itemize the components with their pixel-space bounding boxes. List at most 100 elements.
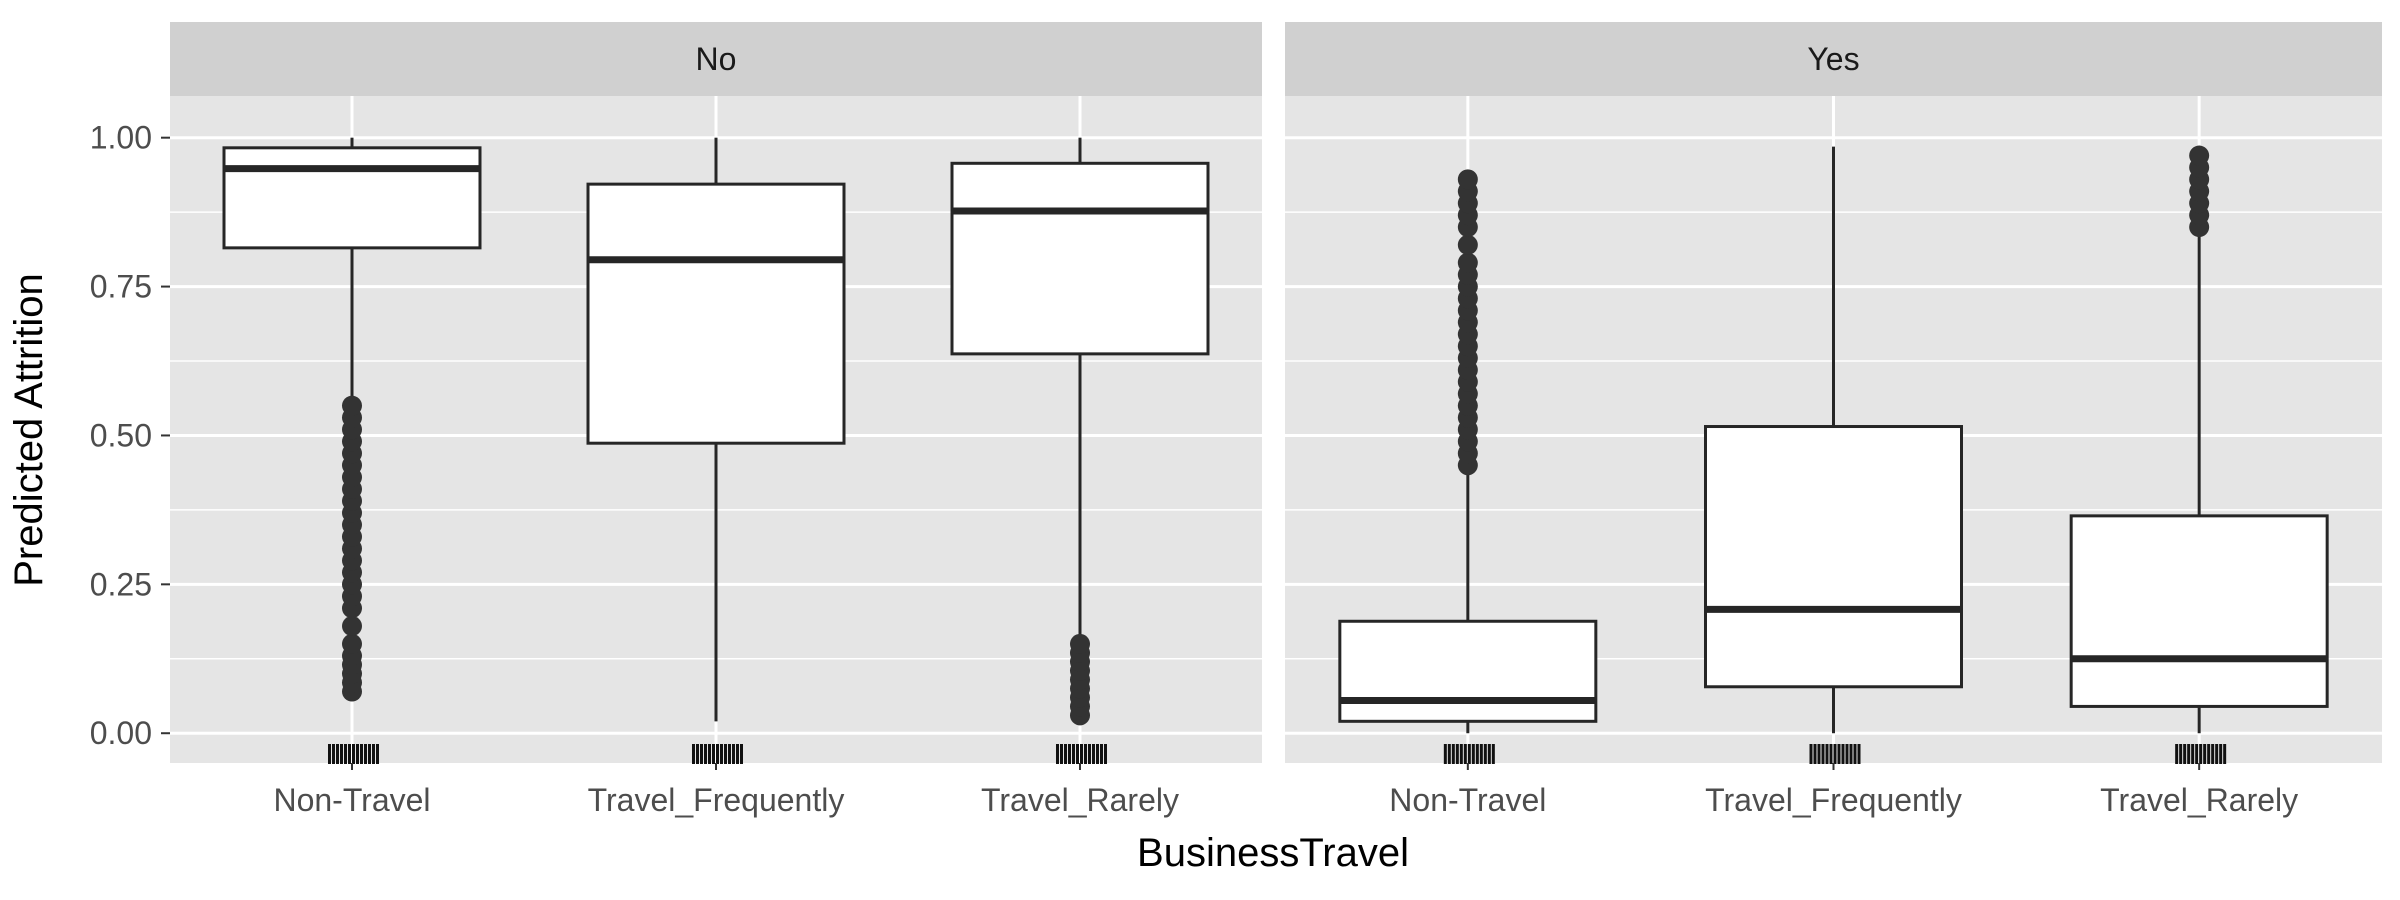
rug-mark: [1491, 744, 1495, 764]
rug-mark: [2203, 744, 2207, 764]
rug-mark: [1076, 744, 1079, 764]
rug-mark: [1809, 744, 1813, 764]
x-tick-label: Travel_Frequently: [1705, 782, 1962, 818]
y-tick-label: 1.00: [90, 120, 152, 156]
rug-marks: [1056, 744, 1107, 764]
rug-mark: [372, 744, 375, 764]
rug-mark: [1829, 744, 1833, 764]
rug-mark: [344, 744, 347, 764]
rug-mark: [376, 744, 379, 764]
rug-mark: [336, 744, 339, 764]
rug-mark: [1467, 744, 1471, 764]
y-tick-label: 0.75: [90, 269, 152, 305]
rug-mark: [1853, 744, 1857, 764]
outlier-point: [1457, 252, 1478, 273]
rug-mark: [1821, 744, 1825, 764]
rug-mark: [1455, 744, 1459, 764]
x-tick-label: Non-Travel: [1389, 782, 1546, 818]
rug-mark: [696, 744, 699, 764]
rug-mark: [1088, 744, 1091, 764]
rug-mark: [1096, 744, 1099, 764]
rug-mark: [1471, 744, 1475, 764]
facet-panel-yes: Yes Non-Travel Travel_Frequently Travel_Rar…: [1285, 22, 2382, 818]
rug-mark: [1459, 744, 1463, 764]
rug-mark: [1825, 744, 1829, 764]
rug-marks: [328, 744, 379, 764]
rug-mark: [2207, 744, 2211, 764]
rug-mark: [1463, 744, 1467, 764]
rug-mark: [700, 744, 703, 764]
box-iqr: [950, 161, 1210, 356]
rug-mark: [732, 744, 735, 764]
rug-mark: [1447, 744, 1451, 764]
outlier-point: [1457, 234, 1478, 255]
rug-mark: [348, 744, 351, 764]
rug-mark: [2191, 744, 2195, 764]
rug-mark: [2183, 744, 2187, 764]
rug-marks: [1443, 744, 1495, 764]
x-tick-label: Travel_Frequently: [588, 782, 845, 818]
rug-mark: [2195, 744, 2199, 764]
box-non-travel: [222, 137, 482, 764]
rug-mark: [1849, 744, 1853, 764]
rug-mark: [328, 744, 331, 764]
rug-mark: [1813, 744, 1817, 764]
box-iqr: [586, 182, 846, 445]
rug-mark: [2215, 744, 2219, 764]
rug-mark: [1104, 744, 1107, 764]
rug-marks: [2175, 744, 2227, 764]
rug-mark: [740, 744, 743, 764]
panels-layer: No Non-Travel Travel_Frequently Travel_Rare…: [170, 22, 2382, 818]
box-iqr: [222, 146, 482, 250]
rug-mark: [364, 744, 367, 764]
rug-marks: [692, 744, 743, 764]
rug-mark: [1064, 744, 1067, 764]
outlier-point: [342, 633, 362, 654]
rug-mark: [1060, 744, 1063, 764]
y-tick-label: 0.50: [90, 417, 152, 453]
rug-mark: [2179, 744, 2183, 764]
outlier-point: [342, 395, 362, 416]
rug-mark: [704, 744, 707, 764]
rug-mark: [2199, 744, 2203, 764]
rug-mark: [1443, 744, 1447, 764]
box-non-travel: [1338, 169, 1598, 764]
rug-mark: [356, 744, 359, 764]
rug-mark: [1084, 744, 1087, 764]
rug-mark: [1475, 744, 1479, 764]
facet-strip-label: Yes: [1807, 41, 1859, 77]
box-travel_rarely: [2069, 145, 2329, 764]
rug-mark: [1483, 744, 1487, 764]
x-tick-label: Non-Travel: [273, 782, 430, 818]
rug-mark: [1833, 744, 1837, 764]
rug-mark: [736, 744, 739, 764]
rug-mark: [2223, 744, 2227, 764]
x-axis-title: BusinessTravel: [1137, 831, 1409, 875]
box-travel_frequently: [1704, 146, 1963, 764]
rug-mark: [724, 744, 727, 764]
rug-mark: [1056, 744, 1059, 764]
outlier-point: [2189, 145, 2210, 166]
rug-mark: [2219, 744, 2223, 764]
rug-mark: [1092, 744, 1095, 764]
rug-mark: [368, 744, 371, 764]
rug-mark: [716, 744, 719, 764]
rug-mark: [1080, 744, 1083, 764]
box-iqr: [2069, 514, 2329, 708]
rug-mark: [1837, 744, 1841, 764]
rug-mark: [1817, 744, 1821, 764]
x-tick-label: Travel_Rarely: [2100, 782, 2298, 818]
rug-mark: [360, 744, 363, 764]
rug-mark: [1845, 744, 1849, 764]
rug-mark: [692, 744, 695, 764]
rug-mark: [2187, 744, 2191, 764]
rug-mark: [2211, 744, 2215, 764]
x-tick-label: Travel_Rarely: [981, 782, 1179, 818]
y-tick-label: 0.25: [90, 566, 152, 602]
rug-mark: [720, 744, 723, 764]
outlier-point: [1457, 169, 1478, 190]
rug-mark: [1479, 744, 1483, 764]
box-iqr: [1704, 425, 1963, 689]
rug-mark: [1100, 744, 1103, 764]
